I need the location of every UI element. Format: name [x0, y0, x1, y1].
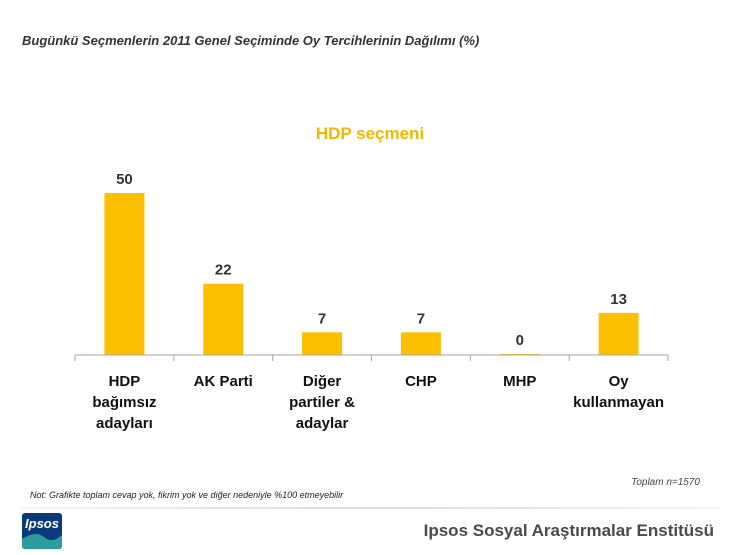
- category-label-4: MHP: [503, 373, 536, 390]
- value-label-3: 7: [417, 310, 425, 327]
- bar-2: [302, 332, 343, 355]
- bars-group: [104, 193, 639, 355]
- bar-chart: 50 22 7 7 0 13 HDP bağımsız adayları AK Parti Diğ…: [74, 171, 669, 432]
- value-label-1: 22: [215, 262, 232, 279]
- bar-5: [598, 312, 639, 355]
- institute-name: Ipsos Sosyal Araştırmalar Enstitüsü: [423, 521, 714, 540]
- bar-0: [104, 193, 145, 355]
- value-label-5: 13: [610, 291, 627, 308]
- bar-3: [400, 332, 441, 355]
- footer-divider: [20, 507, 720, 509]
- value-labels-group: 50 22 7 7 0 13: [116, 171, 627, 349]
- category-label-2: Diğer partiler & adaylar: [289, 373, 355, 432]
- category-labels-group: HDP bağımsız adayları AK Parti Diğer partiler…: [92, 373, 664, 432]
- x-axis: [74, 354, 669, 361]
- value-label-0: 50: [116, 171, 133, 188]
- ipsos-logo: Ipsos: [22, 513, 62, 549]
- sample-size-note: Toplam n=1570: [631, 477, 700, 488]
- page-title: Bugünkü Seçmenlerin 2011 Genel Seçiminde…: [22, 33, 480, 48]
- chart-title: HDP seçmeni: [315, 124, 425, 143]
- bar-1: [203, 283, 244, 355]
- category-label-5: Oy kullanmayan: [573, 373, 664, 411]
- category-label-0: HDP bağımsız adayları: [92, 373, 156, 432]
- category-label-1: AK Parti: [194, 373, 253, 390]
- value-label-4: 0: [516, 332, 524, 349]
- logo-text: Ipsos: [25, 516, 59, 531]
- category-label-3: CHP: [405, 373, 437, 390]
- value-label-2: 7: [318, 310, 326, 327]
- footnote: Not: Grafikte toplam cevap yok, fikrim y…: [30, 490, 344, 500]
